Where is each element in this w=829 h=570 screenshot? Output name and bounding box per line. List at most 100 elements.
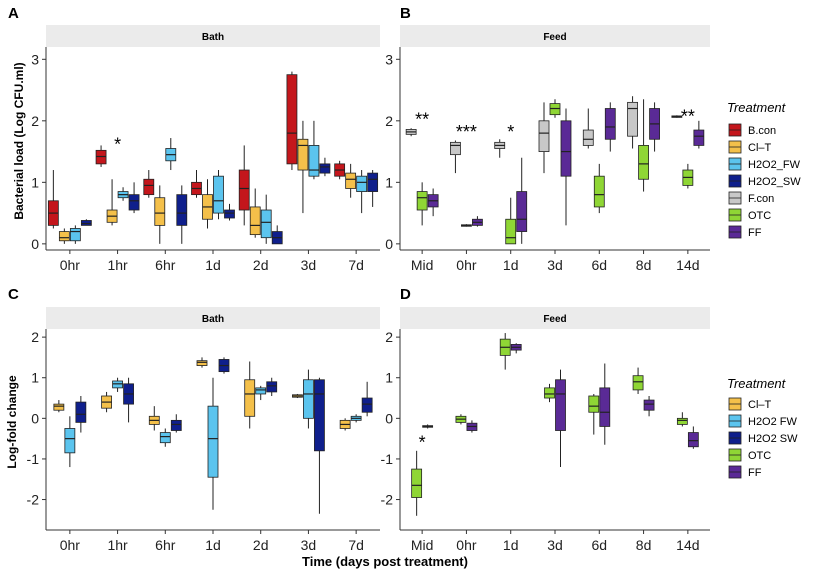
box-b-con <box>334 160 346 180</box>
box-h2o2-sw <box>75 396 87 433</box>
box-body <box>95 149 107 165</box>
box-h2o2-fw <box>350 414 362 423</box>
significance-mark: * <box>507 122 514 142</box>
box-ff <box>693 120 705 149</box>
panel-d: Feed -2 -1 0 1 2 Mid 0hr 1d 3d 6d 8d 14d * <box>381 307 710 553</box>
box-otc <box>416 182 428 226</box>
box-b-con <box>191 170 202 198</box>
panel-a: Bath 0 1 2 3 0hr 1hr 6hr 1d 2d 3d 7d * <box>31 25 380 273</box>
box-body <box>80 220 92 226</box>
box-body <box>224 209 235 219</box>
box-h2o2-sw <box>123 377 134 423</box>
box-h2o2-sw <box>170 414 182 433</box>
box-body <box>207 405 219 478</box>
box-f-con <box>494 139 506 158</box>
x-tick-label: 1d <box>503 257 519 273</box>
box-body <box>154 197 166 226</box>
panels-layer: Bath 0 1 2 3 0hr 1hr 6hr 1d 2d 3d 7d * Feed 0 1 2 3 Mid 0hr… <box>27 25 710 553</box>
box-ff <box>599 363 611 445</box>
x-tick-label: 1d <box>205 257 221 273</box>
y-axis-title-top: Bacterial load (Log CFU.ml) <box>12 62 26 219</box>
box-ff <box>510 343 522 354</box>
y-axis-title-bottom: Log-fold change <box>5 375 19 469</box>
panel-c: Bath -2 -1 0 1 2 0hr 1hr 6hr 1d 2d 3d 7d <box>27 307 380 553</box>
box-h2o2-sw <box>367 170 379 207</box>
box-f-con <box>450 140 461 174</box>
box-body <box>560 120 572 177</box>
x-tick-label: 2d <box>253 257 269 273</box>
x-tick-label: 1d <box>503 537 519 553</box>
box-otc <box>499 333 511 370</box>
x-axis-title: Time (days post treatment) <box>302 554 468 569</box>
box-body <box>361 397 373 413</box>
box-otc <box>455 414 467 425</box>
box-body <box>69 228 81 242</box>
x-tick-label: 0hr <box>60 537 81 553</box>
box-body <box>593 175 605 208</box>
box-ff <box>604 102 616 152</box>
box-body <box>687 432 699 448</box>
x-tick-label: 7d <box>348 537 364 553</box>
box-cl-t <box>249 188 261 238</box>
box-body <box>643 399 655 411</box>
box-h2o2-fw <box>64 416 76 468</box>
box-ff <box>555 369 566 468</box>
box-body <box>549 103 561 116</box>
box-ff <box>643 396 655 417</box>
x-tick-label: 6hr <box>155 537 176 553</box>
significance-mark: * <box>114 134 121 154</box>
box-body <box>345 172 357 189</box>
box-body <box>582 129 594 146</box>
box-h2o2-fw <box>303 369 314 429</box>
box-f-con <box>538 102 550 174</box>
strip-header <box>46 307 380 329</box>
legend-label: OTC <box>748 450 771 462</box>
box-h2o2-sw <box>271 225 283 245</box>
box-h2o2-fw <box>165 138 177 171</box>
y-tick-label: 1 <box>385 174 393 190</box>
box-f-con <box>627 96 638 149</box>
box-f-con <box>671 115 683 118</box>
box-ff <box>466 420 478 433</box>
box-body <box>555 379 566 431</box>
box-cl-t <box>106 179 118 226</box>
box-body <box>112 380 123 389</box>
x-tick-label: 0hr <box>456 537 477 553</box>
box-body <box>676 417 688 425</box>
box-f-con <box>582 108 594 149</box>
box-otc <box>544 383 555 403</box>
panel-letter-a: A <box>8 5 19 22</box>
box-body <box>176 194 188 226</box>
box-h2o2-fw <box>112 377 123 392</box>
box-body <box>505 218 517 245</box>
panel-letter-d: D <box>400 286 411 303</box>
box-body <box>143 178 155 196</box>
strip-label: Bath <box>202 32 224 43</box>
y-tick-label: 1 <box>385 370 393 386</box>
strip-header <box>400 25 710 47</box>
box-cl-t <box>196 357 208 368</box>
box-body <box>516 191 528 232</box>
legend-bottom-title: Treatment <box>727 376 787 391</box>
box-cl-t <box>345 163 357 198</box>
box-h2o2-sw <box>314 377 325 514</box>
box-otc <box>505 197 517 245</box>
box-otc <box>411 450 423 516</box>
y-tick-label: 2 <box>31 113 39 129</box>
y-tick-label: -2 <box>381 492 394 508</box>
box-cl-t <box>292 393 303 399</box>
box-f-con <box>405 128 417 137</box>
box-b-con <box>286 71 298 171</box>
legend-label: F.con <box>748 193 774 205</box>
x-tick-label: 3d <box>547 257 563 273</box>
box-body <box>266 381 278 393</box>
box-body <box>638 145 649 180</box>
x-tick-label: 6d <box>591 537 607 553</box>
box-body <box>53 403 65 411</box>
box-body <box>303 379 314 419</box>
strip-label: Feed <box>543 314 566 325</box>
legend-label: FF <box>748 227 762 239</box>
box-body <box>244 379 256 417</box>
box-h2o2-sw <box>319 157 331 177</box>
x-tick-label: 0hr <box>456 257 477 273</box>
